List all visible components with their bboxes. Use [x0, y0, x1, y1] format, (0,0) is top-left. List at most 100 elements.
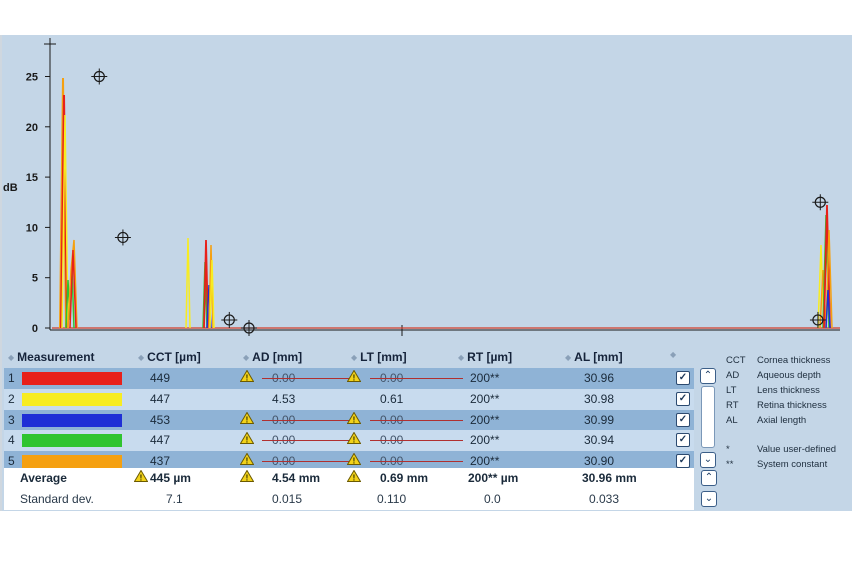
ascan-chart: 25 20 15 10 5 0 dB: [3, 38, 840, 337]
chevron-down-icon[interactable]: ⌄: [700, 452, 716, 468]
note-text: System constant: [757, 459, 828, 470]
row-cct: 453: [150, 412, 171, 427]
y-tick-label: 5: [32, 273, 38, 285]
cct-echo-peaks: [59, 77, 78, 329]
row-color-swatch: [22, 372, 122, 385]
table-row[interactable]: 4 447! 0.00! 0.00 200** 30.94 ✓: [4, 430, 694, 452]
svg-text:!: !: [353, 436, 356, 445]
gate-markers[interactable]: [91, 68, 829, 337]
legend-abbr: RT: [726, 400, 739, 411]
average-cct: 445 µm: [150, 471, 191, 485]
average-lt: 0.69 mm: [380, 471, 429, 485]
warning-icon: !: [346, 368, 362, 389]
al-marker-1[interactable]: [812, 194, 829, 211]
row-index: 4: [8, 433, 15, 448]
row-ad: 0.00: [262, 451, 356, 472]
header-rt[interactable]: ◆ RT [µm]: [458, 350, 513, 364]
y-tick-label: 25: [26, 72, 38, 84]
strike-line: [370, 461, 464, 463]
row-rt: 200**: [470, 371, 500, 385]
row-ad: 4.53: [272, 391, 296, 406]
row-checkbox[interactable]: ✓: [676, 433, 690, 448]
average-rt: 200** µm: [468, 471, 519, 485]
strike-line: [262, 419, 356, 421]
cct-marker-2[interactable]: [114, 229, 131, 246]
strike-line: [262, 378, 356, 379]
row-al: 30.90: [584, 454, 615, 469]
warning-icon: !: [239, 410, 255, 431]
table-scrollbar[interactable]: ⌃ ⌄: [700, 368, 716, 468]
sort-icon: ◆: [243, 352, 250, 362]
row-lt: 0.00: [370, 451, 464, 472]
legend-abbr: CCT: [726, 355, 746, 366]
row-index: 3: [8, 412, 15, 427]
row-checkbox[interactable]: ✓: [676, 412, 690, 427]
footer-area: [0, 511, 852, 561]
ad-marker-2[interactable]: [241, 320, 257, 336]
ad-marker-1[interactable]: [221, 311, 238, 328]
header-al[interactable]: ◆ AL [mm]: [565, 350, 623, 364]
stddev-al: 0.033: [589, 492, 620, 506]
y-ticks: 25 20 15 10 5 0: [26, 72, 50, 335]
chevron-up-icon[interactable]: ⌃: [700, 368, 716, 384]
stddev-cct: 7.1: [166, 492, 183, 506]
row-ad: 0.00: [262, 430, 356, 451]
row-color-swatch: [22, 455, 122, 469]
row-ad: 0.00: [262, 410, 356, 431]
row-lt: 0.00: [370, 430, 464, 451]
row-lt: 0.00: [370, 368, 464, 389]
legend-text: Aqueous depth: [757, 370, 821, 381]
row-cct: 447: [150, 391, 171, 406]
row-checkbox[interactable]: ✓: [676, 391, 690, 406]
row-index: 5: [8, 454, 15, 469]
header-ad[interactable]: ◆ AD [mm]: [243, 350, 303, 364]
stddev-rt: 0.0: [484, 492, 501, 506]
average-row: Average ! 445 µm ! 4.54 mm ! 0.69 mm 200…: [4, 468, 717, 489]
row-rt: 200**: [470, 454, 500, 469]
table-row[interactable]: 2 447 4.53 0.61 200** 30.98 ✓: [4, 388, 694, 410]
y-tick-label: 10: [26, 222, 38, 234]
average-al: 30.96 mm: [582, 471, 637, 485]
al-marker-2[interactable]: [809, 311, 826, 328]
row-cct: 437: [150, 454, 171, 469]
average-ad: 4.54 mm: [272, 471, 321, 485]
header-select[interactable]: ◆: [670, 350, 676, 359]
chevron-down-icon[interactable]: ⌄: [701, 491, 717, 507]
strike-line: [262, 440, 356, 442]
row-checkbox[interactable]: ✓: [676, 371, 690, 385]
strike-line: [370, 440, 464, 442]
stddev-row: Standard dev. 7.1 0.015 0.110 0.0 0.033 …: [4, 489, 717, 510]
legend-text: Cornea thickness: [757, 355, 831, 366]
svg-text:!: !: [140, 474, 143, 483]
note-symbol: *: [726, 444, 730, 455]
strike-line: [370, 419, 464, 421]
warning-icon: !: [239, 451, 255, 472]
average-label: Average: [20, 471, 67, 485]
legend-abbr: AD: [726, 370, 740, 381]
row-color-swatch: [22, 434, 122, 448]
row-checkbox[interactable]: ✓: [676, 454, 690, 469]
ad-echo-peaks: [185, 237, 215, 329]
table-row[interactable]: 3 453! 0.00! 0.00 200** 30.99 ✓: [4, 409, 694, 431]
row-al: 30.99: [584, 412, 615, 427]
legend-abbr: AL: [726, 415, 738, 426]
stddev-lt: 0.110: [377, 492, 407, 506]
header-lt[interactable]: ◆ LT [mm]: [351, 350, 407, 364]
warning-icon: !: [346, 468, 362, 489]
scroll-thumb[interactable]: [701, 386, 715, 448]
warning-icon: !: [239, 468, 255, 489]
table-row[interactable]: 5 437! 0.00! 0.00 200** 30.90 ✓: [4, 451, 694, 473]
row-rt: 200**: [470, 391, 500, 406]
strike-line: [370, 378, 464, 379]
al-echo-peaks: [817, 204, 833, 329]
header-cct[interactable]: ◆ CCT [µm]: [138, 350, 201, 364]
row-rt: 200**: [470, 412, 500, 427]
table-row[interactable]: 1 449! 0.00! 0.00 200** 30.96 ✓: [4, 368, 694, 389]
sort-icon: ◆: [458, 352, 465, 362]
row-lt: 0.00: [370, 410, 464, 431]
row-index: 2: [8, 391, 15, 406]
chevron-up-icon[interactable]: ⌃: [701, 470, 717, 486]
header-measurement[interactable]: ◆ Measurement: [8, 350, 95, 364]
sort-icon: ◆: [138, 352, 145, 362]
cct-marker-1[interactable]: [91, 68, 108, 85]
